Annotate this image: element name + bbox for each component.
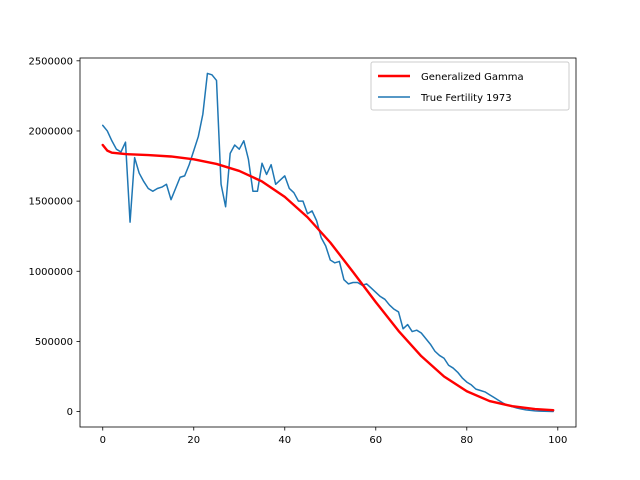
x-tick-label: 20 <box>187 435 200 446</box>
x-tick-label: 40 <box>278 435 291 446</box>
y-tick-label: 2500000 <box>28 56 73 67</box>
x-tick-label: 60 <box>369 435 382 446</box>
x-tick-label: 100 <box>548 435 567 446</box>
y-tick-label: 500000 <box>35 337 73 348</box>
y-tick-label: 2000000 <box>28 126 73 137</box>
series-layer <box>101 72 555 413</box>
y-tick-label: 1000000 <box>28 267 73 278</box>
legend-label-generalized-gamma: Generalized Gamma <box>421 72 524 83</box>
legend-label-true-fertility-1973: True Fertility 1973 <box>420 93 512 104</box>
y-tick-label: 0 <box>67 407 73 418</box>
plot-area <box>80 58 576 427</box>
x-tick-label: 0 <box>100 435 106 446</box>
x-tick-label: 80 <box>460 435 473 446</box>
legend-box <box>370 61 570 111</box>
axes-frame <box>79 57 577 428</box>
legend: Generalized Gamma True Fertility 1973 <box>370 61 570 111</box>
series-line-true-fertility-1973 <box>102 72 554 413</box>
y-tick-label: 1500000 <box>28 197 73 208</box>
axes-layer: 0 20 40 60 80 100 0 500000 1000000 1500000 2000000… <box>28 56 577 446</box>
series-line-generalized-gamma <box>101 143 555 412</box>
